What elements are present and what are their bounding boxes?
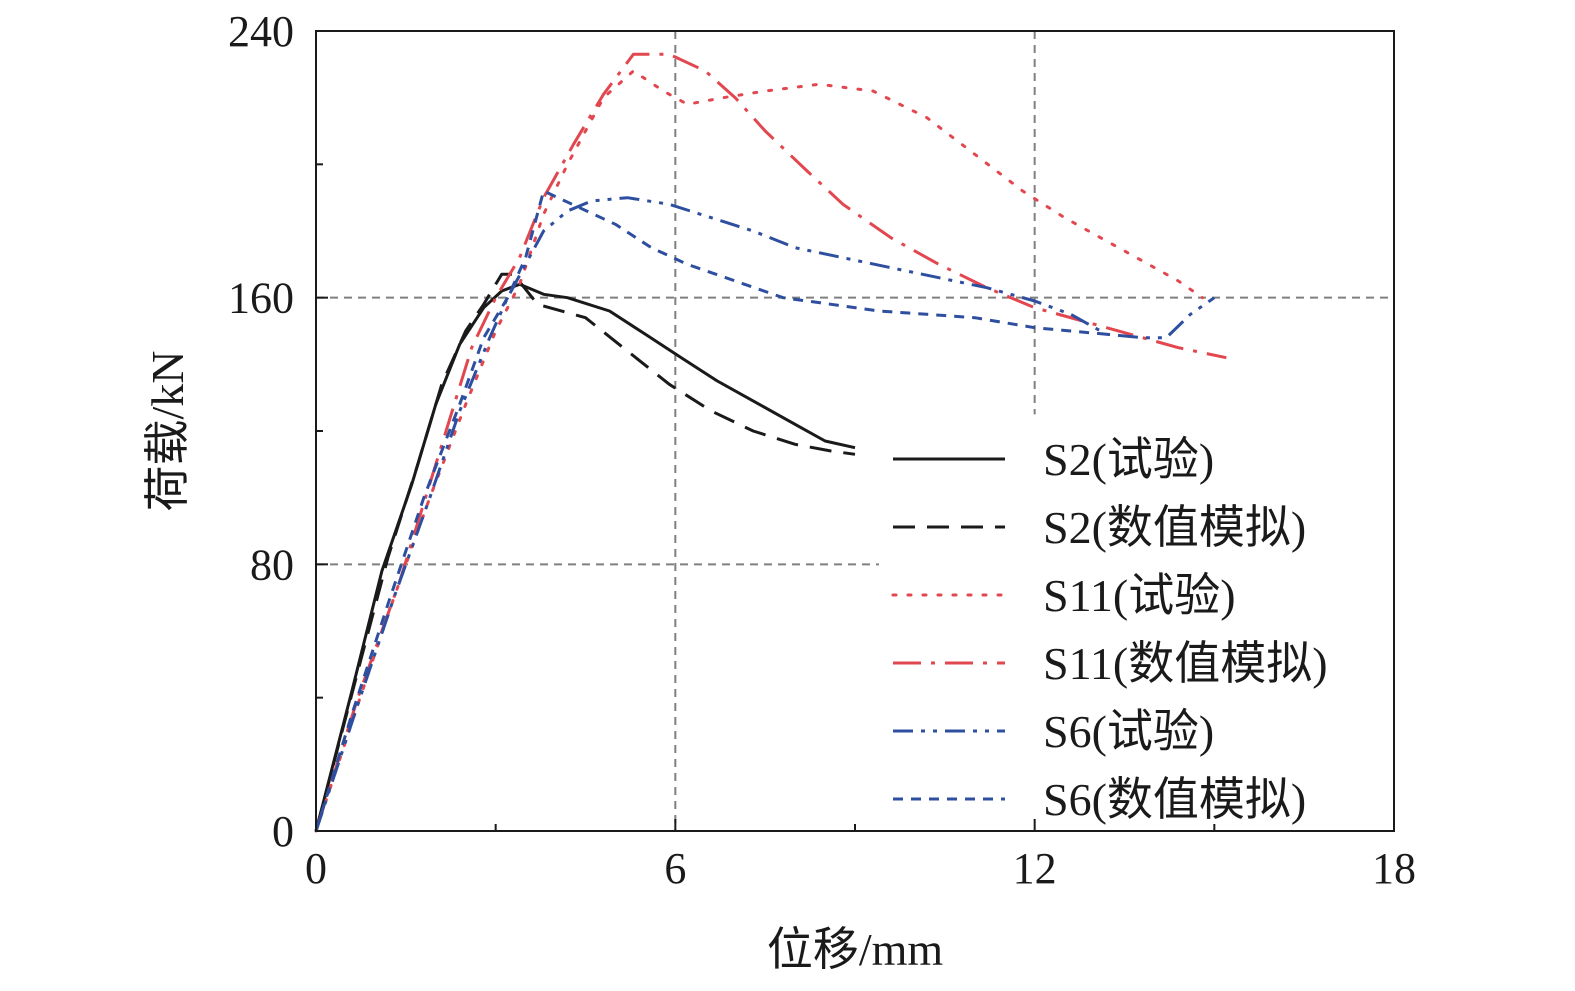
series-line-2 xyxy=(314,272,856,832)
x-tick-label: 6 xyxy=(664,844,686,893)
series-line-4 xyxy=(314,52,1227,832)
series-lines xyxy=(314,52,1227,833)
plot-frame xyxy=(315,30,1395,832)
legend: S2(试验) S2(数值模拟) S11(试验) S11(数值模拟) S6(试验) S6(数… xyxy=(891,434,1328,825)
series-line-6 xyxy=(314,189,1107,832)
x-tick-label: 0 xyxy=(305,844,327,893)
y-tick-label: 240 xyxy=(228,7,294,56)
y-tick-label: 160 xyxy=(228,274,294,323)
x-tick-label: 12 xyxy=(1013,844,1057,893)
series-line-3 xyxy=(314,69,1204,833)
legend-label-5: S6(试验) xyxy=(1043,706,1214,757)
axis-ticks: 0 6 12 18 0 80 160 240 xyxy=(228,7,1416,893)
grid-lines xyxy=(316,31,1394,831)
series-line-5 xyxy=(314,196,1216,832)
legend-label-3: S11(试验) xyxy=(1043,570,1236,621)
legend-label-4: S11(数值模拟) xyxy=(1043,638,1328,689)
legend-label-1: S2(试验) xyxy=(1043,434,1214,485)
y-tick-label: 0 xyxy=(272,807,294,856)
y-axis-title: 荷载/kN xyxy=(142,351,193,512)
x-axis-title: 位移/mm xyxy=(767,924,944,975)
legend-label-2: S2(数值模拟) xyxy=(1043,502,1306,553)
y-tick-label: 80 xyxy=(250,540,294,589)
x-tick-label: 18 xyxy=(1372,844,1416,893)
series-line-1 xyxy=(314,282,856,832)
legend-label-6: S6(数值模拟) xyxy=(1043,774,1306,825)
